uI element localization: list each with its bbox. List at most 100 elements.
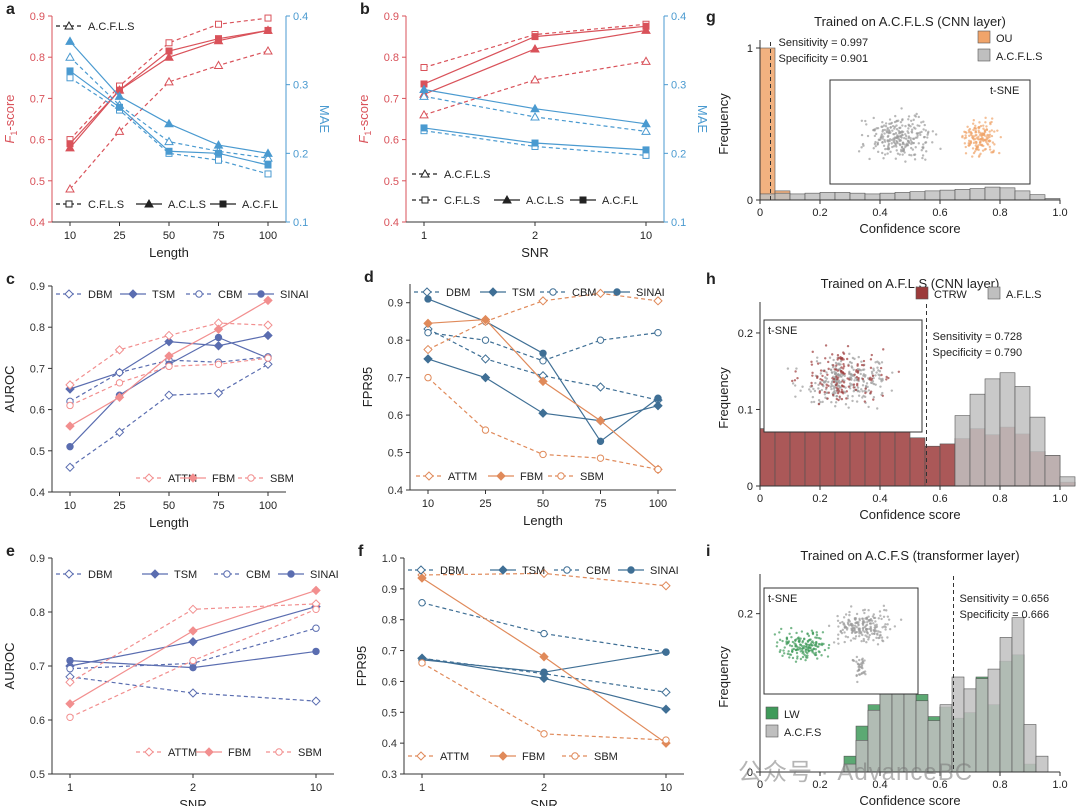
x-tick-label: 1 [419,782,425,794]
y-tick-label: 0.2 [738,328,753,340]
tsne-point-lw [788,656,791,659]
tsne-point-a.c.f.l.s [922,128,925,131]
data-point-a.c.f.l.s [114,126,125,135]
legend-label-a.f.l.s: A.F.L.S [1006,289,1041,301]
data-point-a.c.f.l.s [164,76,174,86]
data-point-sbm [418,659,426,667]
data-point-tsm [653,401,663,411]
tsne-point-a.f.l.s [829,368,833,371]
data-point-sbm [481,426,490,434]
tsne-point-lw [776,641,779,644]
tsne-point-a.c.f.l.s [907,123,910,127]
bar-a.c.f.l.s [894,192,911,201]
tsne-point-a.c.f.s [836,637,840,640]
tsne-point-ou [975,133,978,137]
data-point-cbm [481,336,490,344]
tsne-point-a.c.f.l.s [868,157,871,161]
tsne-point-a.f.l.s [824,376,827,379]
x-tick-label: 1 [421,230,427,242]
y-tick-label: 1.0 [382,553,397,565]
tsne-point-a.c.f.l.s [907,135,911,138]
tsne-point-lw [805,656,808,659]
x-axis-title: Length [149,245,189,260]
panel-i: i Trained on A.C.F.S (transformer layer) 0… [706,543,1068,806]
tsne-point-a.c.f.l.s [887,131,890,134]
x-tick-label: 0.2 [812,779,827,791]
tsne-point-lw [788,644,792,647]
tsne-point-a.c.f.s [854,624,857,627]
tsne-point-a.c.f.l.s [889,122,893,125]
tsne-point-a.c.f.s [863,659,866,662]
tsne-point-lw [790,635,793,639]
data-point-a.c.f.l.s [65,184,75,193]
tsne-point-a.f.l.s [853,357,856,361]
x-tick-label: 100 [259,500,277,512]
tsne-point-a.f.l.s [795,367,798,370]
tsne-point-a.c.f.s [860,639,863,643]
x-tick-label: 0.4 [872,779,887,791]
legend-cbm-marker [195,290,203,298]
tsne-point-a.c.f.s [876,632,879,635]
tsne-point-a.c.f.l.s [876,126,880,130]
tsne-point-a.c.f.s [836,614,839,618]
y-tick-label: 0.8 [388,335,403,347]
tsne-point-a.c.f.s [839,630,842,633]
x-tick-label: 0.6 [932,207,947,219]
panel-b: b 0.4 0.5 0.6 0.7 0.8 0.9 0.1 0.2 0.3 0.4 MAE 1 2 10 SN… [356,1,710,260]
tsne-point-ctrw [840,369,843,373]
tsne-point-ctrw [864,391,867,395]
legend-attm-label: ATTM [168,473,197,485]
tsne-point-a.f.l.s [851,374,854,378]
tsne-point-a.c.f.l.s [893,127,896,130]
data-point-a.c.f.l.s [213,60,224,69]
tsne-point-ou [974,144,978,147]
tsne-point-a.f.l.s [858,390,861,393]
tsne-point-lw [780,627,783,631]
data-point-dbm [114,427,125,437]
x-tick-label: 1.0 [1052,493,1067,505]
data-point-sinai [66,442,74,451]
tsne-point-ctrw [840,388,844,392]
legend-a.c.f.l-label: A.C.F.L [602,195,638,207]
tsne-point-ou [974,140,977,144]
tsne-point-a.c.f.l.s [874,140,877,144]
tsne-point-ou [977,155,981,158]
tsne-point-lw [810,629,814,632]
tsne-point-ctrw [870,379,873,382]
tsne-point-a.c.f.l.s [886,152,889,155]
tsne-point-ou [976,146,979,149]
data-point-a.c.l.s [164,52,174,61]
bar-ctrw [849,428,866,487]
legend-fbm-marker [204,747,214,757]
tsne-point-a.c.f.l.s [910,130,913,133]
tsne-point-lw [795,644,798,648]
data-point-attm [263,320,273,330]
data-point-sbm [540,730,548,738]
y-tick-label: 0.7 [30,93,45,105]
tsne-point-lw [794,648,798,652]
y-tick-label: 0.9 [382,584,397,596]
data-point-a.c.f.l [264,161,272,169]
panel-label: g [706,9,716,26]
tsne-point-a.c.f.l.s [921,147,925,150]
tsne-point-ctrw [827,391,831,394]
series-line-dbm [69,676,317,702]
data-point-a.c.l.s [65,142,75,152]
y-tick-label: 0.7 [30,661,45,673]
tsne-point-lw [807,634,811,638]
tsne-point-lw [827,646,830,650]
tsne-point-a.c.f.l.s [910,128,914,131]
x-axis-title: SNR [179,797,206,806]
y-axis-title: FPR95 [354,646,369,686]
y-tick-label: 0.7 [382,646,397,658]
tsne-point-ctrw [846,344,850,348]
tsne-point-a.f.l.s [793,384,797,387]
tsne-point-a.c.f.s [854,635,858,638]
tsne-point-a.f.l.s [835,394,839,398]
tsne-point-ctrw [845,357,849,361]
data-point-a.c.f.l [165,47,173,55]
bar-ctrw [894,430,911,487]
tsne-point-a.c.f.s [857,665,860,669]
tsne-point-a.c.f.l.s [917,115,920,119]
tsne-point-lw [817,645,820,648]
